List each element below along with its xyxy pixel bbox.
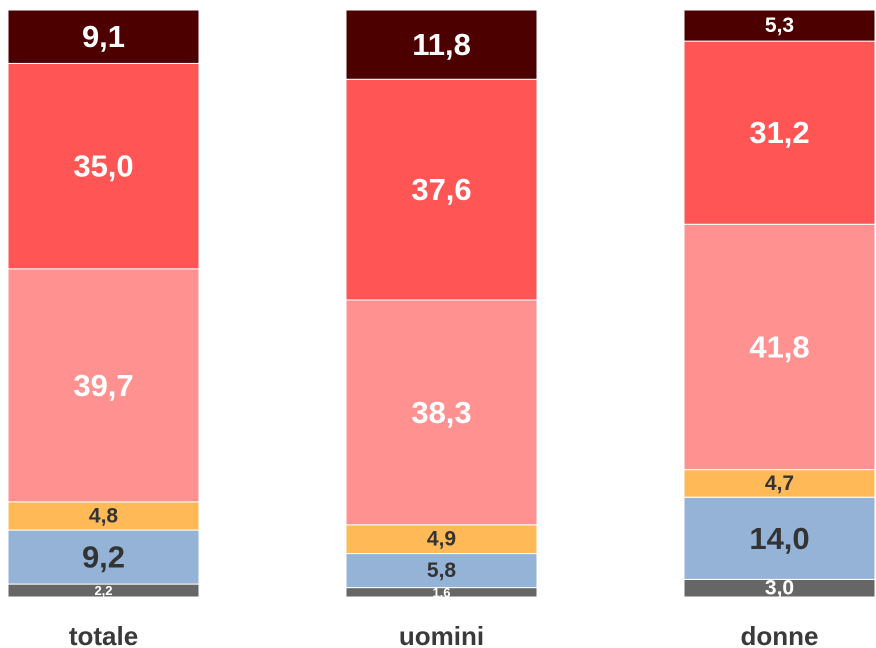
bar-segment-totale-1 — [7, 529, 200, 585]
data-label-uomini-0: 1,6 — [432, 585, 450, 600]
data-label-totale-1: 9,2 — [82, 540, 125, 575]
data-label-uomini-5: 11,8 — [412, 27, 471, 62]
bars-layer: 2,2 9,2 4,8 39,7 35,0 9,1 1,6 5,8 4,9 38,3 37,6 11,… — [7, 9, 876, 600]
data-label-uomini-1: 5,8 — [427, 559, 457, 582]
data-label-donne-4: 31,2 — [749, 115, 809, 150]
category-label-uomini: uomini — [399, 621, 484, 648]
bar-segment-totale-5 — [7, 9, 200, 64]
bar-segment-uomini-1 — [345, 553, 538, 589]
data-label-donne-2: 4,7 — [765, 472, 794, 495]
data-label-uomini-2: 4,9 — [427, 528, 456, 551]
data-label-uomini-3: 38,3 — [411, 395, 471, 430]
data-label-totale-2: 4,8 — [89, 504, 119, 527]
data-label-donne-3: 41,8 — [749, 329, 809, 364]
data-label-totale-5: 9,1 — [82, 19, 125, 54]
data-label-uomini-4: 37,6 — [411, 172, 471, 207]
bar-segment-uomini-2 — [345, 524, 538, 555]
data-label-donne-1: 14,0 — [749, 521, 809, 556]
bar-segment-donne-4 — [683, 40, 876, 225]
data-label-totale-0: 2,2 — [94, 583, 112, 598]
category-label-donne: donne — [741, 621, 819, 648]
bar-segment-uomini-3 — [345, 299, 538, 526]
bar-segment-totale-4 — [7, 62, 200, 270]
bar-segment-totale-3 — [7, 268, 200, 503]
bar-segment-donne-2 — [683, 469, 876, 498]
bar-segment-donne-3 — [683, 223, 876, 471]
data-label-donne-0: 3,0 — [765, 577, 794, 600]
bar-segment-donne-1 — [683, 496, 876, 580]
category-label-totale: totale — [69, 621, 138, 648]
bar-segment-donne-5 — [683, 9, 876, 42]
data-label-totale-3: 39,7 — [73, 368, 133, 403]
category-labels: totale uomini donne — [69, 621, 819, 648]
data-label-donne-5: 5,3 — [765, 14, 794, 37]
data-label-totale-4: 35,0 — [73, 149, 133, 184]
bar-segment-uomini-5 — [345, 9, 538, 80]
